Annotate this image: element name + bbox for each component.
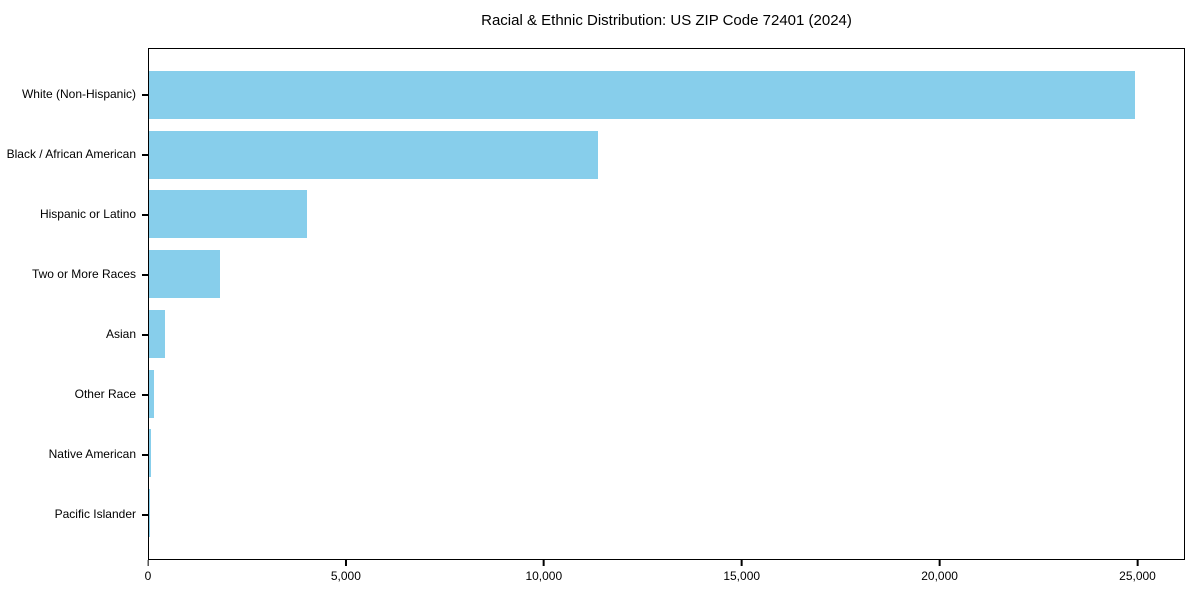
bar [149,369,154,418]
y-axis: White (Non-Hispanic) Black / African Amer… [0,48,148,560]
y-tick-mark [142,394,148,396]
bar-row [149,185,1184,245]
bar [149,190,307,239]
x-tick-mark [147,560,149,566]
bars-container [149,49,1184,559]
y-tick-mark [142,154,148,156]
y-tick-label: Asian [105,327,136,341]
x-axis: 0 5,000 10,000 15,000 20,000 25,000 [144,560,1185,600]
y-tick-label: Hispanic or Latino [39,207,136,221]
x-tick-label: 0 [144,569,152,583]
y-tick-label: Native American [48,447,136,461]
x-tick: 20,000 [921,560,958,583]
bar-row [149,65,1184,125]
y-axis-row: Native American [0,424,148,484]
bar-row [149,125,1184,185]
y-tick-label: Black / African American [6,147,136,161]
x-tick: 10,000 [525,560,562,583]
y-tick-label: White (Non-Hispanic) [21,87,136,101]
x-tick-label: 10,000 [525,569,563,583]
y-tick-mark [142,454,148,456]
x-tick-mark [740,560,743,566]
bar [149,429,151,478]
bar-row [149,483,1184,543]
bar-row [149,364,1184,424]
x-tick-label: 20,000 [921,569,958,583]
y-axis-row: Asian [0,304,148,364]
y-tick-label: Other Race [74,387,136,401]
x-tick-label: 15,000 [723,569,761,583]
y-tick-label: Two or More Races [31,267,136,281]
y-tick-mark [142,214,148,216]
x-tick: 5,000 [331,560,361,583]
bar-row [149,424,1184,484]
y-axis-row: Pacific Islander [0,484,148,544]
y-axis-row: Two or More Races [0,244,148,304]
x-tick-label: 5,000 [330,569,361,583]
x-tick-mark [1136,560,1139,566]
y-axis-row: Hispanic or Latino [0,184,148,244]
plot-area [148,48,1185,560]
bar [149,70,1135,119]
bar [149,309,165,358]
x-tick-mark [345,560,347,566]
y-tick-mark [142,274,148,276]
bar-row [149,304,1184,364]
y-tick-mark [142,334,148,336]
chart-title: Racial & Ethnic Distribution: US ZIP Cod… [481,12,852,29]
y-tick-label: Pacific Islander [54,507,136,521]
bar [149,250,220,299]
y-axis-row: White (Non-Hispanic) [0,64,148,124]
x-tick: 0 [144,560,152,583]
x-tick: 15,000 [723,560,760,583]
x-tick: 25,000 [1119,560,1156,583]
y-tick-mark [142,94,148,96]
x-tick-label: 25,000 [1119,569,1156,583]
bar [149,130,598,179]
x-tick-mark [938,560,941,566]
y-axis-row: Black / African American [0,124,148,184]
y-axis-row: Other Race [0,364,148,424]
y-tick-mark [142,514,148,516]
bar-row [149,244,1184,304]
x-tick-mark [543,560,545,566]
